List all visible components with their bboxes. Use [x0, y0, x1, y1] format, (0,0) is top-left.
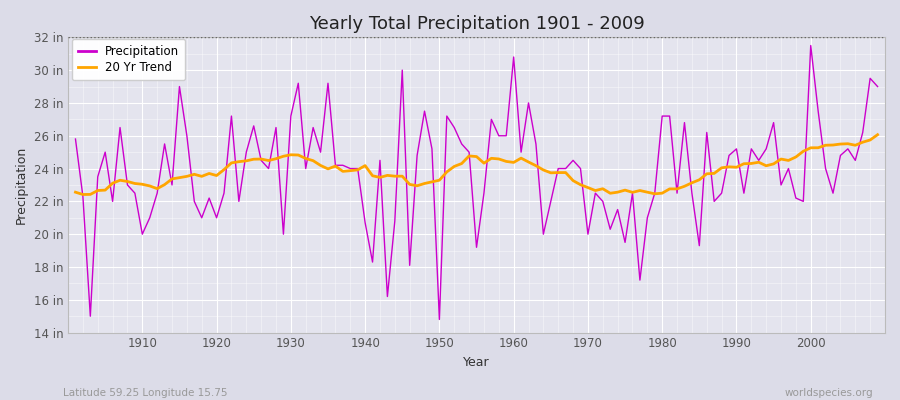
Text: Latitude 59.25 Longitude 15.75: Latitude 59.25 Longitude 15.75: [63, 388, 228, 398]
Text: worldspecies.org: worldspecies.org: [785, 388, 873, 398]
Y-axis label: Precipitation: Precipitation: [15, 146, 28, 224]
Title: Yearly Total Precipitation 1901 - 2009: Yearly Total Precipitation 1901 - 2009: [309, 15, 644, 33]
Legend: Precipitation, 20 Yr Trend: Precipitation, 20 Yr Trend: [72, 39, 185, 80]
X-axis label: Year: Year: [464, 356, 490, 369]
